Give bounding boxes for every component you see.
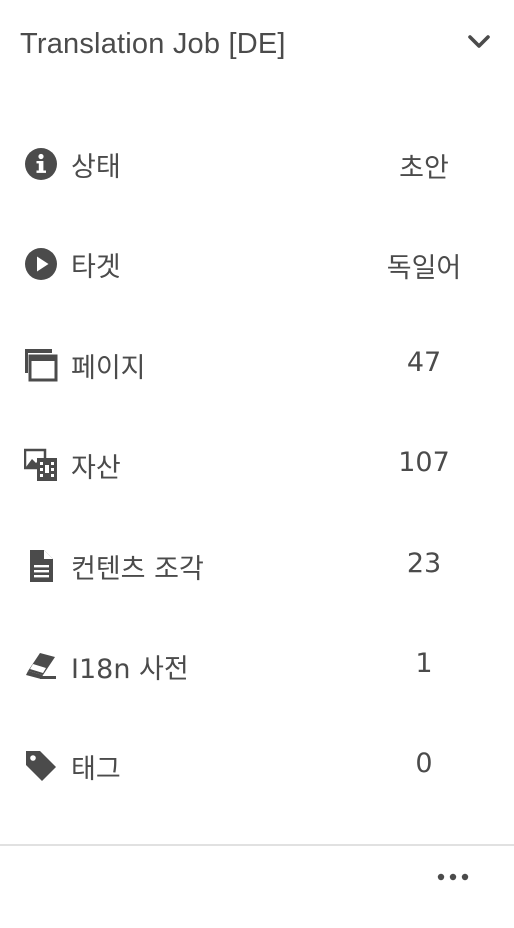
tags-value: 0 [415, 748, 433, 780]
play-circle-icon [24, 247, 58, 281]
assets-icon [24, 448, 58, 482]
tags-label: 태그 [71, 754, 121, 786]
target-label: 타겟 [71, 252, 121, 284]
job-header: Translation Job [DE] [0, 0, 514, 100]
target-value: 독일어 [386, 253, 462, 285]
window-icon [24, 348, 58, 382]
content-fragments-label: 컨텐츠 조각 [71, 553, 204, 585]
job-title: Translation Job [DE] [20, 28, 286, 60]
assets-value: 107 [398, 447, 450, 479]
detail-row-status: 상태 초안 [0, 115, 514, 215]
status-value: 초안 [399, 153, 449, 184]
content-fragments-value: 23 [406, 547, 442, 579]
job-details-list: 상태 초안 타겟 독일어 페이지 47 [0, 115, 514, 818]
footer-divider [0, 844, 514, 846]
i18n-dictionary-value: 1 [415, 647, 433, 679]
detail-row-content-fragments: 컨텐츠 조각 23 [0, 517, 514, 617]
status-label: 상태 [71, 152, 121, 183]
document-icon [24, 549, 58, 583]
i18n-dictionary-label: I18n 사전 [71, 653, 189, 685]
detail-row-i18n-dictionary: I18n 사전 1 [0, 617, 514, 717]
eraser-icon [24, 649, 58, 683]
assets-label: 자산 [71, 453, 121, 485]
detail-row-assets: 자산 107 [0, 416, 514, 516]
detail-row-pages: 페이지 47 [0, 316, 514, 416]
more-icon[interactable] [430, 864, 476, 890]
detail-row-tags: 태그 0 [0, 717, 514, 817]
chevron-down-icon[interactable] [464, 28, 494, 54]
pages-value: 47 [406, 346, 442, 378]
detail-row-target: 타겟 독일어 [0, 215, 514, 315]
pages-label: 페이지 [71, 352, 146, 384]
tag-icon [24, 749, 58, 783]
info-icon [24, 147, 58, 181]
